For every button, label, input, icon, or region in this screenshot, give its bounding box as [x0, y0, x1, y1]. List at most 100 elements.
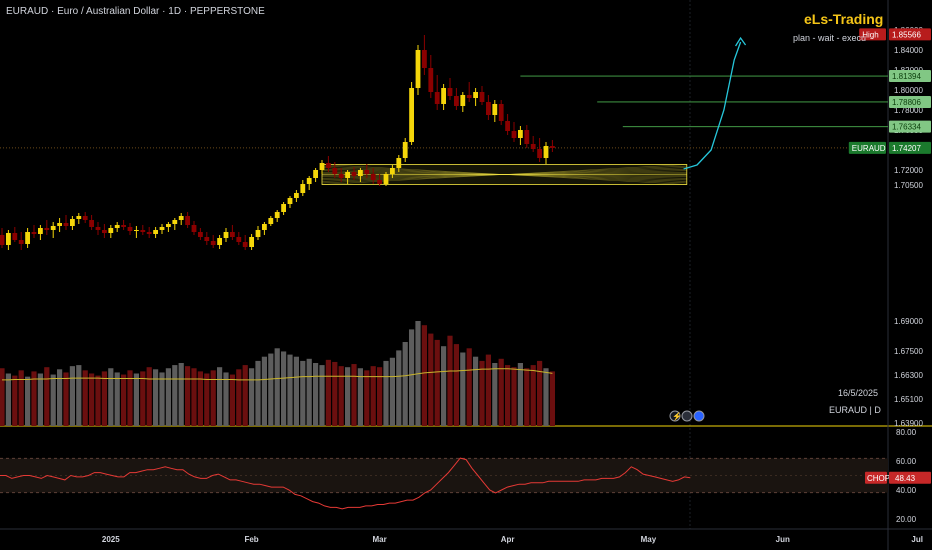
- volume-bar: [274, 348, 280, 426]
- volume-bar: [268, 353, 274, 426]
- candle-body: [447, 88, 453, 96]
- candle-body: [121, 225, 126, 227]
- candle-body: [511, 131, 517, 138]
- volume-bar: [505, 365, 511, 426]
- volume-bar: [460, 352, 466, 426]
- price-axis-tick: 1.69000: [894, 317, 923, 326]
- candle-body: [402, 142, 408, 158]
- candle-body: [492, 104, 498, 115]
- volume-bar: [25, 376, 31, 426]
- candle-body: [409, 88, 414, 142]
- calendar-icon[interactable]: [693, 410, 705, 422]
- chop-value-tag-bg: [889, 471, 931, 484]
- price-tag-name: High: [862, 30, 878, 39]
- candle-body: [255, 230, 261, 237]
- projection-arrowhead: [735, 36, 747, 47]
- candle-body: [313, 170, 318, 178]
- candle-body: [38, 228, 43, 234]
- symbol-title[interactable]: EURAUD · Euro / Australian Dollar · 1D ·…: [6, 6, 265, 17]
- candle-body: [134, 230, 139, 231]
- candle-body: [198, 232, 203, 237]
- volume-bar: [351, 364, 357, 426]
- candle-body: [537, 149, 542, 158]
- price-tag-value-bg: [889, 141, 931, 154]
- symbol-interval: EURAUD | D: [829, 405, 881, 415]
- candle-body: [159, 227, 165, 230]
- volume-bar: [12, 375, 18, 426]
- candle-body: [204, 237, 210, 241]
- candle-body: [415, 50, 421, 88]
- price-tag: EURAUD 1.74207: [848, 141, 931, 154]
- candle-body: [18, 240, 24, 244]
- volume-bar: [89, 373, 95, 426]
- candle-body: [70, 219, 75, 226]
- candle-body: [217, 238, 222, 245]
- price-tag: 1.76334: [889, 120, 931, 133]
- candle-body: [63, 223, 69, 226]
- candle-body: [50, 226, 56, 230]
- volume-bar: [441, 346, 447, 426]
- volume-bar: [140, 371, 146, 426]
- volume-bar: [549, 371, 555, 426]
- price-tag-value: 1.78806: [892, 98, 921, 107]
- time-axis-label: Mar: [372, 535, 386, 544]
- flag-icon[interactable]: [681, 410, 693, 422]
- lightning-icon[interactable]: [669, 410, 681, 422]
- candle-body: [370, 174, 376, 180]
- volume-bar: [178, 363, 184, 426]
- price-axis-tick: 1.72000: [894, 166, 923, 175]
- volume-bar: [389, 357, 395, 426]
- volume-bars: [0, 321, 555, 426]
- volume-bar: [37, 373, 43, 426]
- volume-bar: [223, 372, 229, 426]
- volume-bar: [466, 348, 472, 426]
- volume-bar: [543, 368, 549, 426]
- volume-bar: [255, 360, 261, 426]
- volume-bar: [473, 356, 479, 426]
- volume-bar: [210, 370, 216, 426]
- chart-tool-icons[interactable]: ⚡: [669, 410, 705, 422]
- support-zone: [321, 164, 688, 185]
- candle-body: [479, 92, 485, 102]
- price-tag: High 1.85566: [859, 28, 931, 41]
- volume-bar: [172, 365, 178, 426]
- volume-bar: [428, 333, 434, 426]
- candle-body: [332, 168, 338, 174]
- volume-bar: [377, 367, 383, 426]
- candle-body: [550, 146, 555, 148]
- candle-body: [294, 193, 299, 198]
- volume-bar: [453, 344, 459, 426]
- candle-body: [223, 232, 229, 238]
- candle-body: [236, 237, 242, 242]
- candle-body: [191, 225, 197, 232]
- volume-bar: [396, 350, 402, 426]
- candle-body: [268, 218, 274, 224]
- volume-bar: [50, 374, 56, 426]
- candle-body: [281, 204, 286, 212]
- candle-body: [383, 174, 389, 184]
- candle-body: [95, 227, 101, 230]
- volume-bar: [498, 358, 504, 426]
- indicator-axis-tick: 20.00: [896, 515, 917, 524]
- volume-bar: [127, 370, 133, 426]
- volume-bar: [313, 363, 319, 426]
- price-axis-tick: 1.84000: [894, 46, 923, 55]
- volume-bar: [357, 368, 363, 426]
- volume-bar: [332, 361, 338, 426]
- candle-body: [6, 233, 11, 245]
- price-axis-tick: 1.66300: [894, 371, 923, 380]
- volume-bar: [492, 363, 498, 426]
- candle-body: [230, 232, 235, 237]
- volume-bar: [204, 373, 210, 426]
- volume-bar: [485, 354, 491, 426]
- price-tag-value-bg: [889, 70, 931, 83]
- volume-bar: [63, 372, 69, 426]
- volume-bar: [0, 368, 5, 426]
- candle-body: [345, 172, 350, 178]
- chop-name-tag-bg: [865, 471, 887, 484]
- candle-body: [172, 220, 178, 224]
- time-axis[interactable]: 2025 Feb Mar Apr May Jun Jul: [102, 535, 923, 544]
- candle-body: [25, 232, 30, 244]
- volume-bar: [197, 371, 203, 426]
